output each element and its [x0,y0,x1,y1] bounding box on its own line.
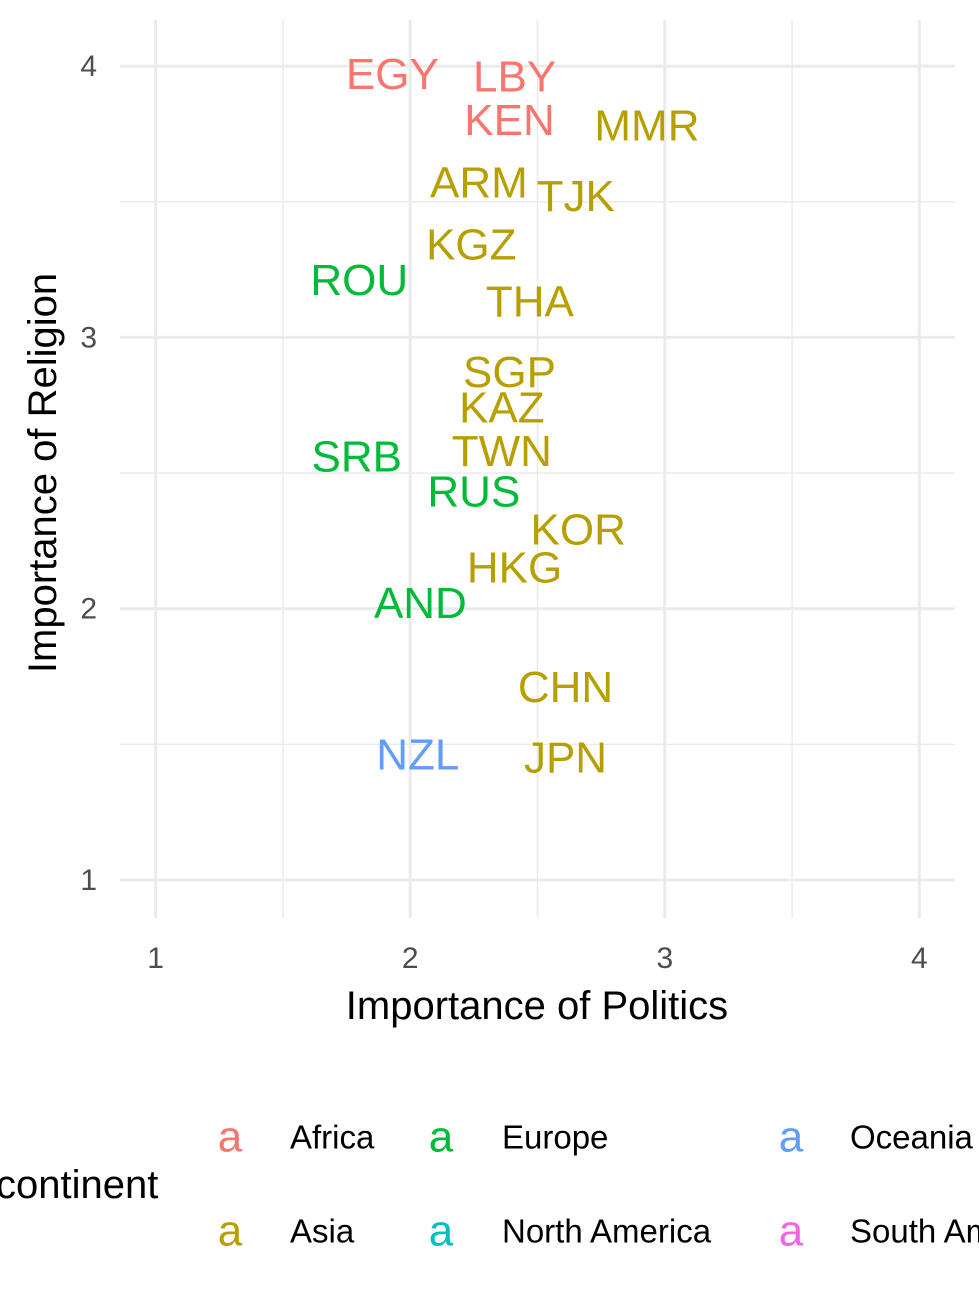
legend-title: continent [0,1163,158,1207]
point-label-twn: TWN [452,427,552,476]
legend-label-asia: Asia [290,1213,355,1250]
x-tick-label: 2 [402,942,419,975]
point-label-kaz: KAZ [459,383,545,432]
legend-key-africa: a [218,1113,243,1162]
y-axis-title: Importance of Religion [21,273,65,673]
x-tick-label: 3 [656,942,673,975]
point-label-nzl: NZL [376,731,459,780]
point-label-mmr: MMR [594,101,699,150]
point-label-egy: EGY [346,50,439,99]
y-tick-label: 4 [80,50,97,83]
legend-label-africa: Africa [290,1119,375,1156]
y-tick-label: 3 [80,321,97,354]
legend-label-north-america: North America [502,1213,712,1250]
point-label-hkg: HKG [467,544,562,593]
legend-key-oceania: a [779,1113,804,1162]
point-label-rus: RUS [427,468,520,517]
legend-key-europe: a [429,1113,454,1162]
point-label-tjk: TJK [537,172,615,221]
point-label-kgz: KGZ [426,221,516,270]
grid [120,20,955,918]
point-label-ken: KEN [464,96,554,145]
point-label-and: AND [374,579,467,628]
legend-label-europe: Europe [502,1119,608,1156]
point-label-chn: CHN [518,663,613,712]
legend: continent a Africa a Asia a Europe a North Amer… [0,1113,979,1256]
point-label-jpn: JPN [524,733,607,782]
y-tick-label: 2 [80,593,97,626]
point-label-arm: ARM [430,158,528,207]
legend-label-oceania: Oceania [850,1119,974,1156]
point-label-rou: ROU [310,256,408,305]
point-label-sgp: SGP [463,348,556,397]
y-tick-label: 1 [80,864,97,897]
legend-key-asia: a [218,1207,243,1256]
x-tick-label: 4 [911,942,928,975]
y-axis-ticks: 1 2 3 4 [80,50,97,897]
point-label-srb: SRB [312,432,402,481]
x-axis-ticks: 1 2 3 4 [147,942,927,975]
x-axis-title: Importance of Politics [346,984,728,1028]
point-label-kor: KOR [531,506,626,555]
legend-label-south-america: South America [850,1213,979,1250]
x-tick-label: 1 [147,942,164,975]
legend-key-south-america: a [779,1207,804,1256]
point-label-lby: LBY [473,52,556,101]
legend-key-north-america: a [429,1207,454,1256]
point-label-tha: THA [486,278,575,327]
